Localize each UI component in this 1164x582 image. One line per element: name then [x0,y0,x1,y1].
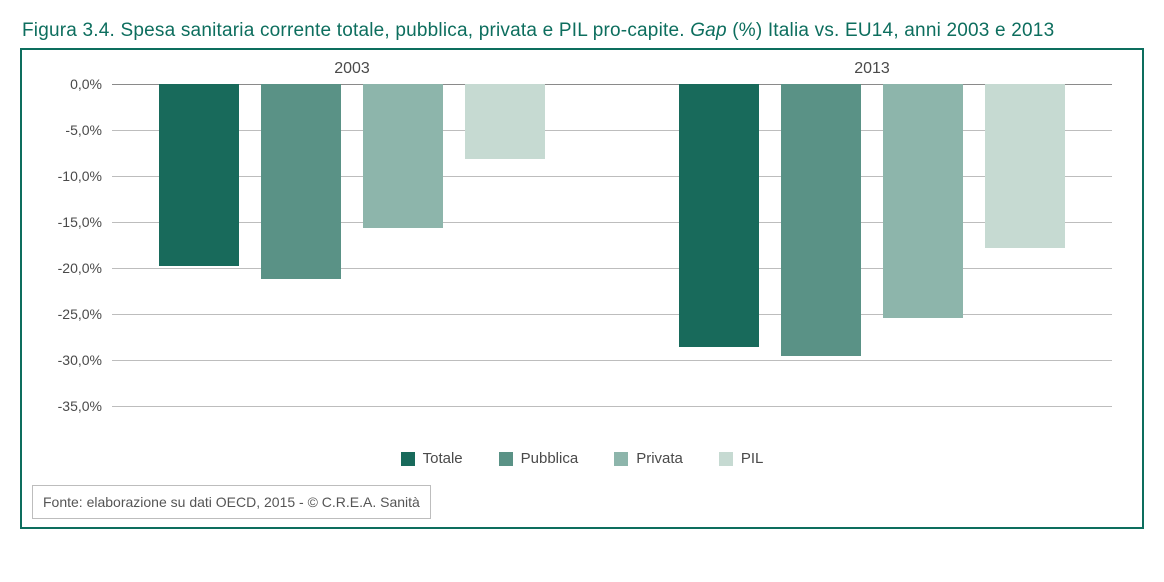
legend-label: Pubblica [521,450,579,467]
bar [985,84,1065,248]
legend-label: Privata [636,450,683,467]
y-tick-label: -35,0% [42,398,102,414]
figure-title: Figura 3.4. Spesa sanitaria corrente tot… [22,20,1144,42]
gridline [112,360,1112,361]
source-note: Fonte: elaborazione su dati OECD, 2015 -… [32,485,431,519]
legend-swatch [719,452,733,466]
chart-area: 0,0% -5,0% -10,0% -15,0% -20,0% -25,0% -30,0% -… [32,56,1132,436]
group-label: 2003 [334,60,370,78]
y-tick-label: -5,0% [42,122,102,138]
gridline [112,406,1112,407]
group-label: 2013 [854,60,890,78]
bar [261,84,341,279]
bar [781,84,861,356]
title-suffix: (%) Italia vs. EU14, anni 2003 e 2013 [727,20,1055,41]
y-tick-label: -30,0% [42,352,102,368]
legend-label: Totale [423,450,463,467]
legend-item: Privata [614,450,683,467]
legend: Totale Pubblica Privata PIL [32,450,1132,467]
y-tick-label: -10,0% [42,168,102,184]
legend-item: Totale [401,450,463,467]
legend-item: Pubblica [499,450,579,467]
y-tick-label: -15,0% [42,214,102,230]
bar [159,84,239,266]
y-tick-label: -20,0% [42,260,102,276]
bar [465,84,545,159]
bar [679,84,759,347]
title-italic: Gap [690,20,727,41]
figure: Figura 3.4. Spesa sanitaria corrente tot… [20,20,1144,529]
legend-swatch [401,452,415,466]
chart-panel: 0,0% -5,0% -10,0% -15,0% -20,0% -25,0% -30,0% -… [20,48,1144,529]
bar [883,84,963,318]
legend-swatch [499,452,513,466]
title-prefix: Figura 3.4. Spesa sanitaria corrente tot… [22,20,690,41]
bar [363,84,443,228]
plot-region: 0,0%-5,0%-10,0%-15,0%-20,0%-25,0%-30,0%-… [112,84,1112,406]
legend-label: PIL [741,450,764,467]
y-tick-label: 0,0% [42,76,102,92]
legend-item: PIL [719,450,764,467]
y-tick-label: -25,0% [42,306,102,322]
legend-swatch [614,452,628,466]
